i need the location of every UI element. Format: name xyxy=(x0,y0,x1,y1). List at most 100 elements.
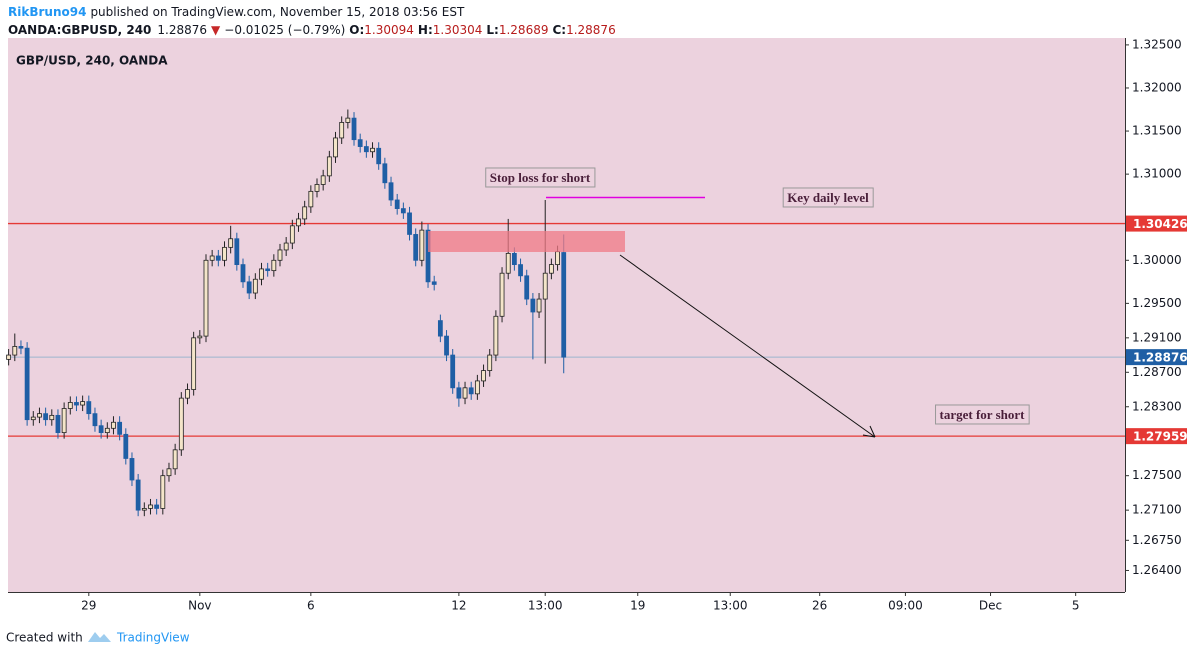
candle-body xyxy=(141,508,147,511)
level-label: 1.30426 xyxy=(1133,217,1188,231)
candle-body xyxy=(259,268,264,280)
ohlc-value: 1.30304 xyxy=(433,23,483,37)
ohlc-label: O: xyxy=(349,23,364,37)
candle-body xyxy=(166,468,172,477)
candle-body xyxy=(178,397,184,451)
x-tick-label: 12 xyxy=(451,599,466,613)
candle-body xyxy=(104,427,110,434)
candle-body xyxy=(333,137,338,158)
candle-body xyxy=(536,298,542,313)
candle-body xyxy=(339,122,345,139)
y-tick-label: 1.32500 xyxy=(1132,37,1182,51)
candle-body xyxy=(431,281,437,285)
candle-body xyxy=(234,238,240,265)
candle-body xyxy=(493,315,499,356)
x-tick-label: Nov xyxy=(188,599,211,613)
y-tick-label: 1.28300 xyxy=(1132,399,1182,413)
level-label-box xyxy=(1126,349,1187,366)
x-tick-label: 26 xyxy=(812,599,827,613)
logo[interactable] xyxy=(88,632,111,642)
y-tick-label: 1.30000 xyxy=(1132,253,1182,267)
candle-body xyxy=(289,225,295,244)
candle-body xyxy=(481,370,486,382)
candle-body xyxy=(74,402,79,406)
candle-body xyxy=(351,117,357,141)
candle-body xyxy=(129,458,135,481)
footer-brand[interactable]: TradingView xyxy=(116,631,190,645)
candle-body xyxy=(388,182,394,201)
candle-body xyxy=(111,421,116,429)
candle-body xyxy=(203,259,209,337)
last-price: 1.28876 xyxy=(157,23,207,37)
y-tick-label: 1.31500 xyxy=(1132,124,1182,138)
candle-body xyxy=(98,425,104,434)
candle-body xyxy=(468,387,474,395)
arrow xyxy=(619,254,876,438)
candle-body xyxy=(419,229,425,261)
candle-body xyxy=(437,320,443,337)
candle-body xyxy=(172,449,178,470)
y-tick-label: 1.31000 xyxy=(1132,167,1182,181)
ohlc-label: H: xyxy=(418,23,433,37)
candle-body xyxy=(555,251,560,265)
author[interactable]: RikBruno94 xyxy=(8,5,86,19)
candle-body xyxy=(154,504,160,509)
candle-body xyxy=(222,246,227,261)
candle-body xyxy=(215,255,221,261)
candle-body xyxy=(117,421,123,435)
y-tick-label: 1.29500 xyxy=(1132,296,1182,310)
candle-body xyxy=(43,413,49,421)
x-tick-label: 09:00 xyxy=(888,599,923,613)
footer-created: Created with xyxy=(6,631,83,645)
y-tick-label: 1.26400 xyxy=(1132,563,1182,577)
y-tick-label: 1.27100 xyxy=(1132,503,1182,517)
candle-body xyxy=(326,156,332,177)
annotation-box xyxy=(782,187,874,208)
change: −0.01025 (−0.79%) xyxy=(224,23,345,37)
candle-body xyxy=(370,147,375,153)
candle-body xyxy=(320,175,326,185)
candle-body xyxy=(296,218,301,227)
candle-body xyxy=(530,298,536,313)
candle-body xyxy=(30,416,36,421)
candle-body xyxy=(277,249,283,261)
ohlc-value: 1.30094 xyxy=(364,23,414,37)
level-label-box xyxy=(1126,215,1187,232)
candle-body xyxy=(49,414,55,421)
ohlc-value: 1.28689 xyxy=(499,23,549,37)
annotation: target for short xyxy=(940,407,1026,422)
annotation-box xyxy=(935,404,1030,425)
candle-body xyxy=(425,229,431,283)
y-tick-label: 1.29100 xyxy=(1132,330,1182,344)
arrow-shaft xyxy=(619,254,876,438)
candle-body xyxy=(61,408,67,434)
candle-body xyxy=(148,504,153,509)
x-tick-label: 19 xyxy=(630,599,645,613)
header-line: RikBruno94 published on TradingView.com, … xyxy=(8,5,465,19)
candle-body xyxy=(246,281,252,294)
down-arrow: ▼ xyxy=(211,23,221,37)
candle-body xyxy=(474,380,480,395)
x-tick-label: 6 xyxy=(307,599,315,613)
candle-body xyxy=(548,264,554,274)
annotation: Stop loss for short xyxy=(490,170,591,185)
ohlc-value: 1.28876 xyxy=(566,23,616,37)
candle-body xyxy=(24,347,30,421)
symbol-line: OANDA:GBPUSD, 240 1.28876 ▼ −0.01025 (−0.79… xyxy=(8,23,616,37)
candle-body xyxy=(524,275,530,300)
symbol: OANDA:GBPUSD, 240 xyxy=(8,23,151,37)
x-tick-label: 13:00 xyxy=(713,599,748,613)
candle-body xyxy=(67,402,73,409)
candle-body xyxy=(400,208,406,214)
candle-body xyxy=(160,475,166,509)
candle-body xyxy=(271,259,277,272)
candle-body xyxy=(444,335,449,356)
candle-body xyxy=(382,163,388,184)
annotation: Key daily level xyxy=(787,190,869,205)
candle-body xyxy=(265,268,271,272)
x-tick-label: 13:00 xyxy=(528,599,563,613)
candle-body xyxy=(394,199,400,209)
candle-body xyxy=(55,414,61,434)
candle-body xyxy=(86,401,92,415)
candle-body xyxy=(345,117,351,123)
